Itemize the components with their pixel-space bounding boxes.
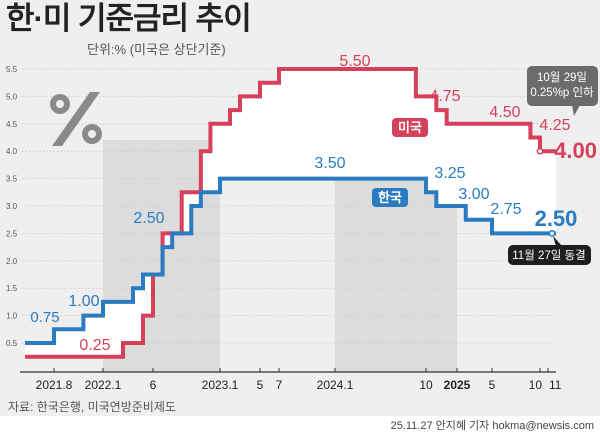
y-tick-label: 5.0	[6, 92, 18, 101]
data-label: 3.00	[458, 186, 489, 203]
y-tick-label: 0.5	[6, 339, 18, 348]
data-label: 0.75	[30, 309, 59, 326]
percent-logo-slash	[52, 92, 100, 146]
data-label: 4.00	[554, 138, 597, 163]
x-tick-label: 10	[419, 378, 433, 392]
legend-badge-us: 미국	[392, 118, 428, 137]
y-tick-label: 2.5	[6, 229, 18, 238]
endpoint-marker-us	[536, 147, 544, 155]
annotation-text: 11월 27일 동결	[512, 248, 585, 262]
data-label: 3.25	[434, 165, 465, 182]
data-label: 4.25	[539, 117, 570, 134]
footer-bar	[0, 416, 600, 436]
x-tick-label: 6	[150, 378, 157, 392]
x-tick-label: 2025	[444, 378, 471, 392]
annotation-pointer	[553, 236, 562, 246]
source-note: 자료: 한국은행, 미국연방준비제도	[8, 400, 176, 414]
between-series-fill	[25, 69, 556, 357]
x-tick-label: 5	[489, 378, 496, 392]
x-tick-label: 2024.1	[317, 378, 354, 392]
legend-badge-bg	[372, 188, 408, 207]
x-tick-label: 7	[276, 378, 283, 392]
endpoint-marker-korea	[548, 230, 556, 237]
legend-label: 미국	[398, 120, 422, 135]
data-label: 2.50	[535, 206, 578, 231]
y-tick-label: 3.5	[6, 175, 18, 184]
x-tick-label: 10	[529, 378, 543, 392]
x-tick-label: 2022.1	[85, 378, 122, 392]
data-label: 0.25	[79, 337, 110, 354]
x-tick-label: 11	[549, 378, 562, 392]
y-tick-label: 4.5	[6, 120, 18, 129]
percent-logo-icon	[50, 92, 102, 146]
y-tick-label: 4.0	[6, 147, 18, 156]
x-tick-label: 2023.1	[202, 378, 239, 392]
data-label: 4.75	[429, 88, 460, 105]
y-tick-label: 2.0	[6, 257, 18, 266]
data-label: 5.50	[339, 53, 370, 70]
annotation-box	[508, 245, 591, 265]
annotation-box	[527, 66, 598, 106]
chart-title: 한·미 기준금리 추이	[6, 1, 252, 36]
series-line-korea	[25, 176, 556, 345]
annotation-korea-hold: 11월 27일 동결	[508, 236, 591, 265]
y-tick-label: 1.5	[6, 284, 18, 293]
y-tick-label: 5.5	[6, 65, 18, 74]
credit: 25.11.27 안지혜 기자 hokma@newsis.com	[390, 420, 594, 432]
data-label: 4.50	[489, 104, 520, 121]
percent-logo-hole	[56, 100, 64, 108]
x-tick-label: 2021.8	[36, 378, 73, 392]
data-label: 1.00	[68, 293, 99, 310]
legend-badge-korea: 한국	[372, 188, 408, 207]
unit-note: 단위:% (미국은 상단기준)	[87, 42, 226, 57]
data-label: 2.75	[490, 201, 521, 218]
annotation-text: 10월 29일	[537, 70, 587, 84]
annotation-text: 0.25%p 인하	[530, 85, 594, 99]
data-label: 3.50	[314, 155, 345, 172]
series-line-us	[25, 67, 556, 359]
y-tick-label: 3.0	[6, 202, 18, 211]
x-tick-label: 5	[257, 378, 264, 392]
data-label: 2.50	[133, 210, 164, 227]
annotation-pointer	[572, 105, 580, 116]
legend-label: 한국	[378, 190, 402, 205]
percent-logo-hole	[88, 130, 96, 138]
legend-badge-bg	[392, 118, 428, 137]
y-tick-label: 1.0	[6, 312, 18, 321]
